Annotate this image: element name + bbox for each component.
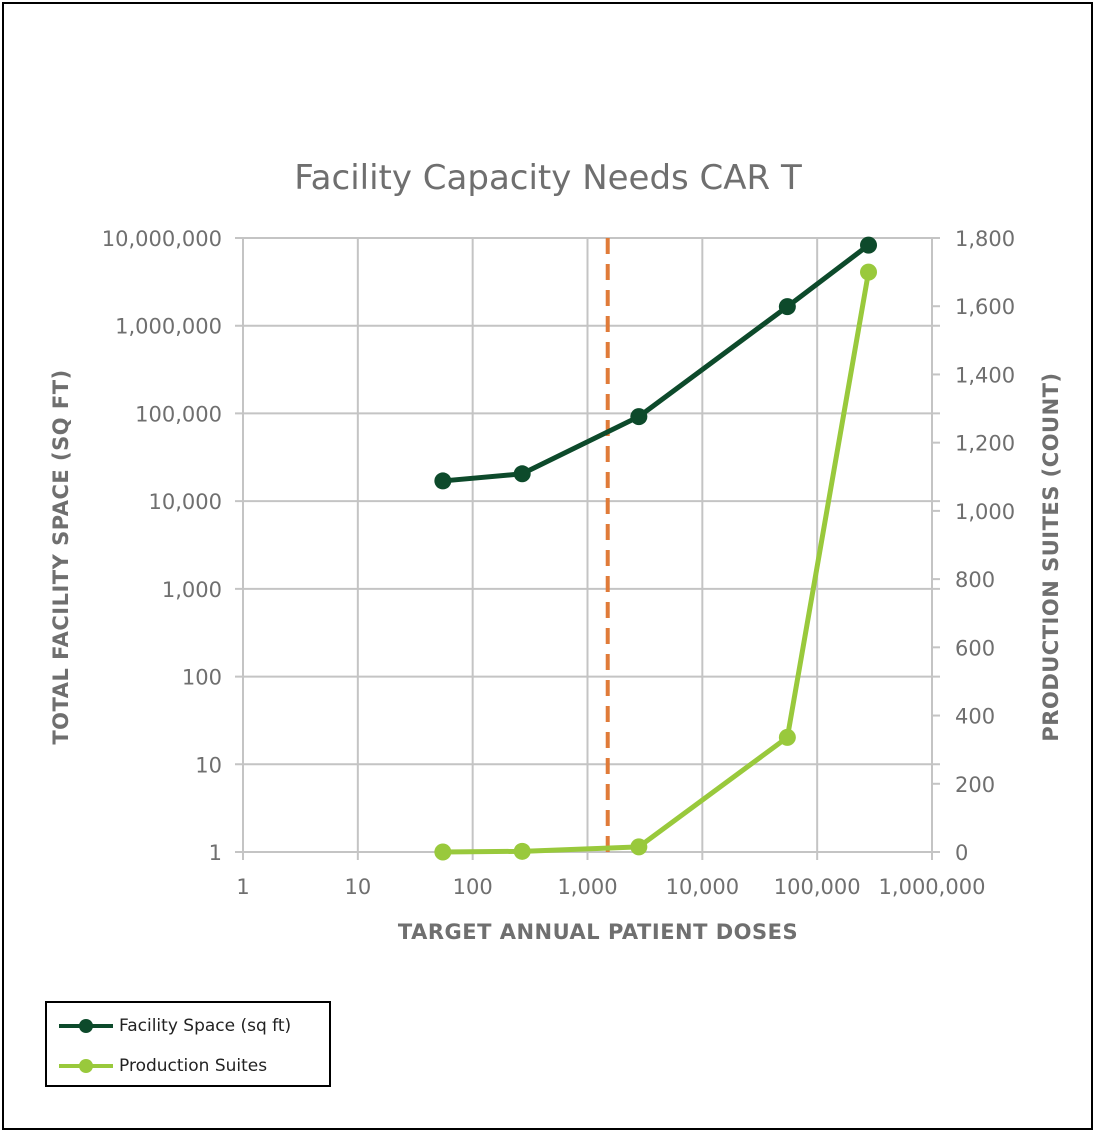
y-left-tick-label: 1	[209, 841, 222, 865]
legend-label-facility-space: Facility Space (sq ft)	[119, 1016, 292, 1036]
data-point-production-suites	[860, 263, 878, 281]
y-right-tick-label: 1,000	[955, 500, 1015, 524]
data-point-production-suites	[513, 842, 531, 860]
y-right-tick-label: 200	[955, 773, 995, 797]
data-point-facility-space	[778, 298, 796, 316]
y-left-tick-label: 10	[195, 753, 222, 777]
y-left-tick-label: 100,000	[135, 402, 222, 426]
x-tick-label: 10	[344, 875, 371, 899]
x-tick-label: 1	[236, 875, 249, 899]
x-tick-label: 100,000	[774, 875, 861, 899]
x-tick-label: 1,000,000	[879, 875, 986, 899]
data-point-facility-space	[513, 465, 531, 483]
series-group	[434, 236, 878, 861]
chart-title: Facility Capacity Needs CAR T	[294, 158, 802, 198]
y-right-tick-label: 600	[955, 636, 995, 660]
y-right-tick-label: 1,400	[955, 363, 1015, 387]
data-point-facility-space	[630, 408, 648, 426]
tick-labels: 1 10 100 1,000 10,000 100,000 1,000,000 1 10 100 1…	[102, 227, 1015, 899]
data-point-production-suites	[778, 728, 796, 746]
x-tick-label: 100	[453, 875, 493, 899]
y-right-tick-label: 400	[955, 705, 995, 729]
y-left-tick-label: 10,000,000	[102, 227, 222, 251]
data-point-production-suites	[630, 838, 648, 856]
legend-item-facility-space: Facility Space (sq ft)	[59, 1014, 291, 1038]
grid	[235, 237, 940, 860]
series-line-facility-space	[442, 243, 871, 484]
y-left-tick-label: 100	[182, 666, 222, 690]
x-tick-label: 1,000	[557, 875, 617, 899]
legend-swatch-production-suites	[59, 1054, 113, 1078]
x-axis-label: TARGET ANNUAL PATIENT DOSES	[398, 920, 798, 944]
y-axis-left-label: TOTAL FACILITY SPACE (SQ FT)	[49, 369, 73, 744]
legend-label-production-suites: Production Suites	[119, 1056, 268, 1076]
y-axis-right-label: PRODUCTION SUITES (COUNT)	[1039, 372, 1063, 741]
y-left-tick-label: 1,000,000	[115, 315, 222, 339]
data-point-production-suites	[434, 843, 452, 861]
y-right-tick-label: 0	[955, 841, 968, 865]
y-right-tick-label: 1,600	[955, 295, 1015, 319]
y-right-tick-label: 1,200	[955, 432, 1015, 456]
data-point-facility-space	[434, 472, 452, 490]
x-tick-label: 10,000	[666, 875, 739, 899]
data-point-facility-space	[860, 236, 878, 254]
legend-item-production-suites: Production Suites	[59, 1054, 267, 1078]
y-right-tick-label: 800	[955, 568, 995, 592]
legend-swatch-facility-space	[59, 1014, 113, 1038]
y-right-tick-label: 1,800	[955, 227, 1015, 251]
y-left-tick-label: 1,000	[162, 578, 222, 602]
y-left-tick-label: 10,000	[149, 490, 222, 514]
legend: Facility Space (sq ft) Production Suites	[45, 1001, 331, 1087]
